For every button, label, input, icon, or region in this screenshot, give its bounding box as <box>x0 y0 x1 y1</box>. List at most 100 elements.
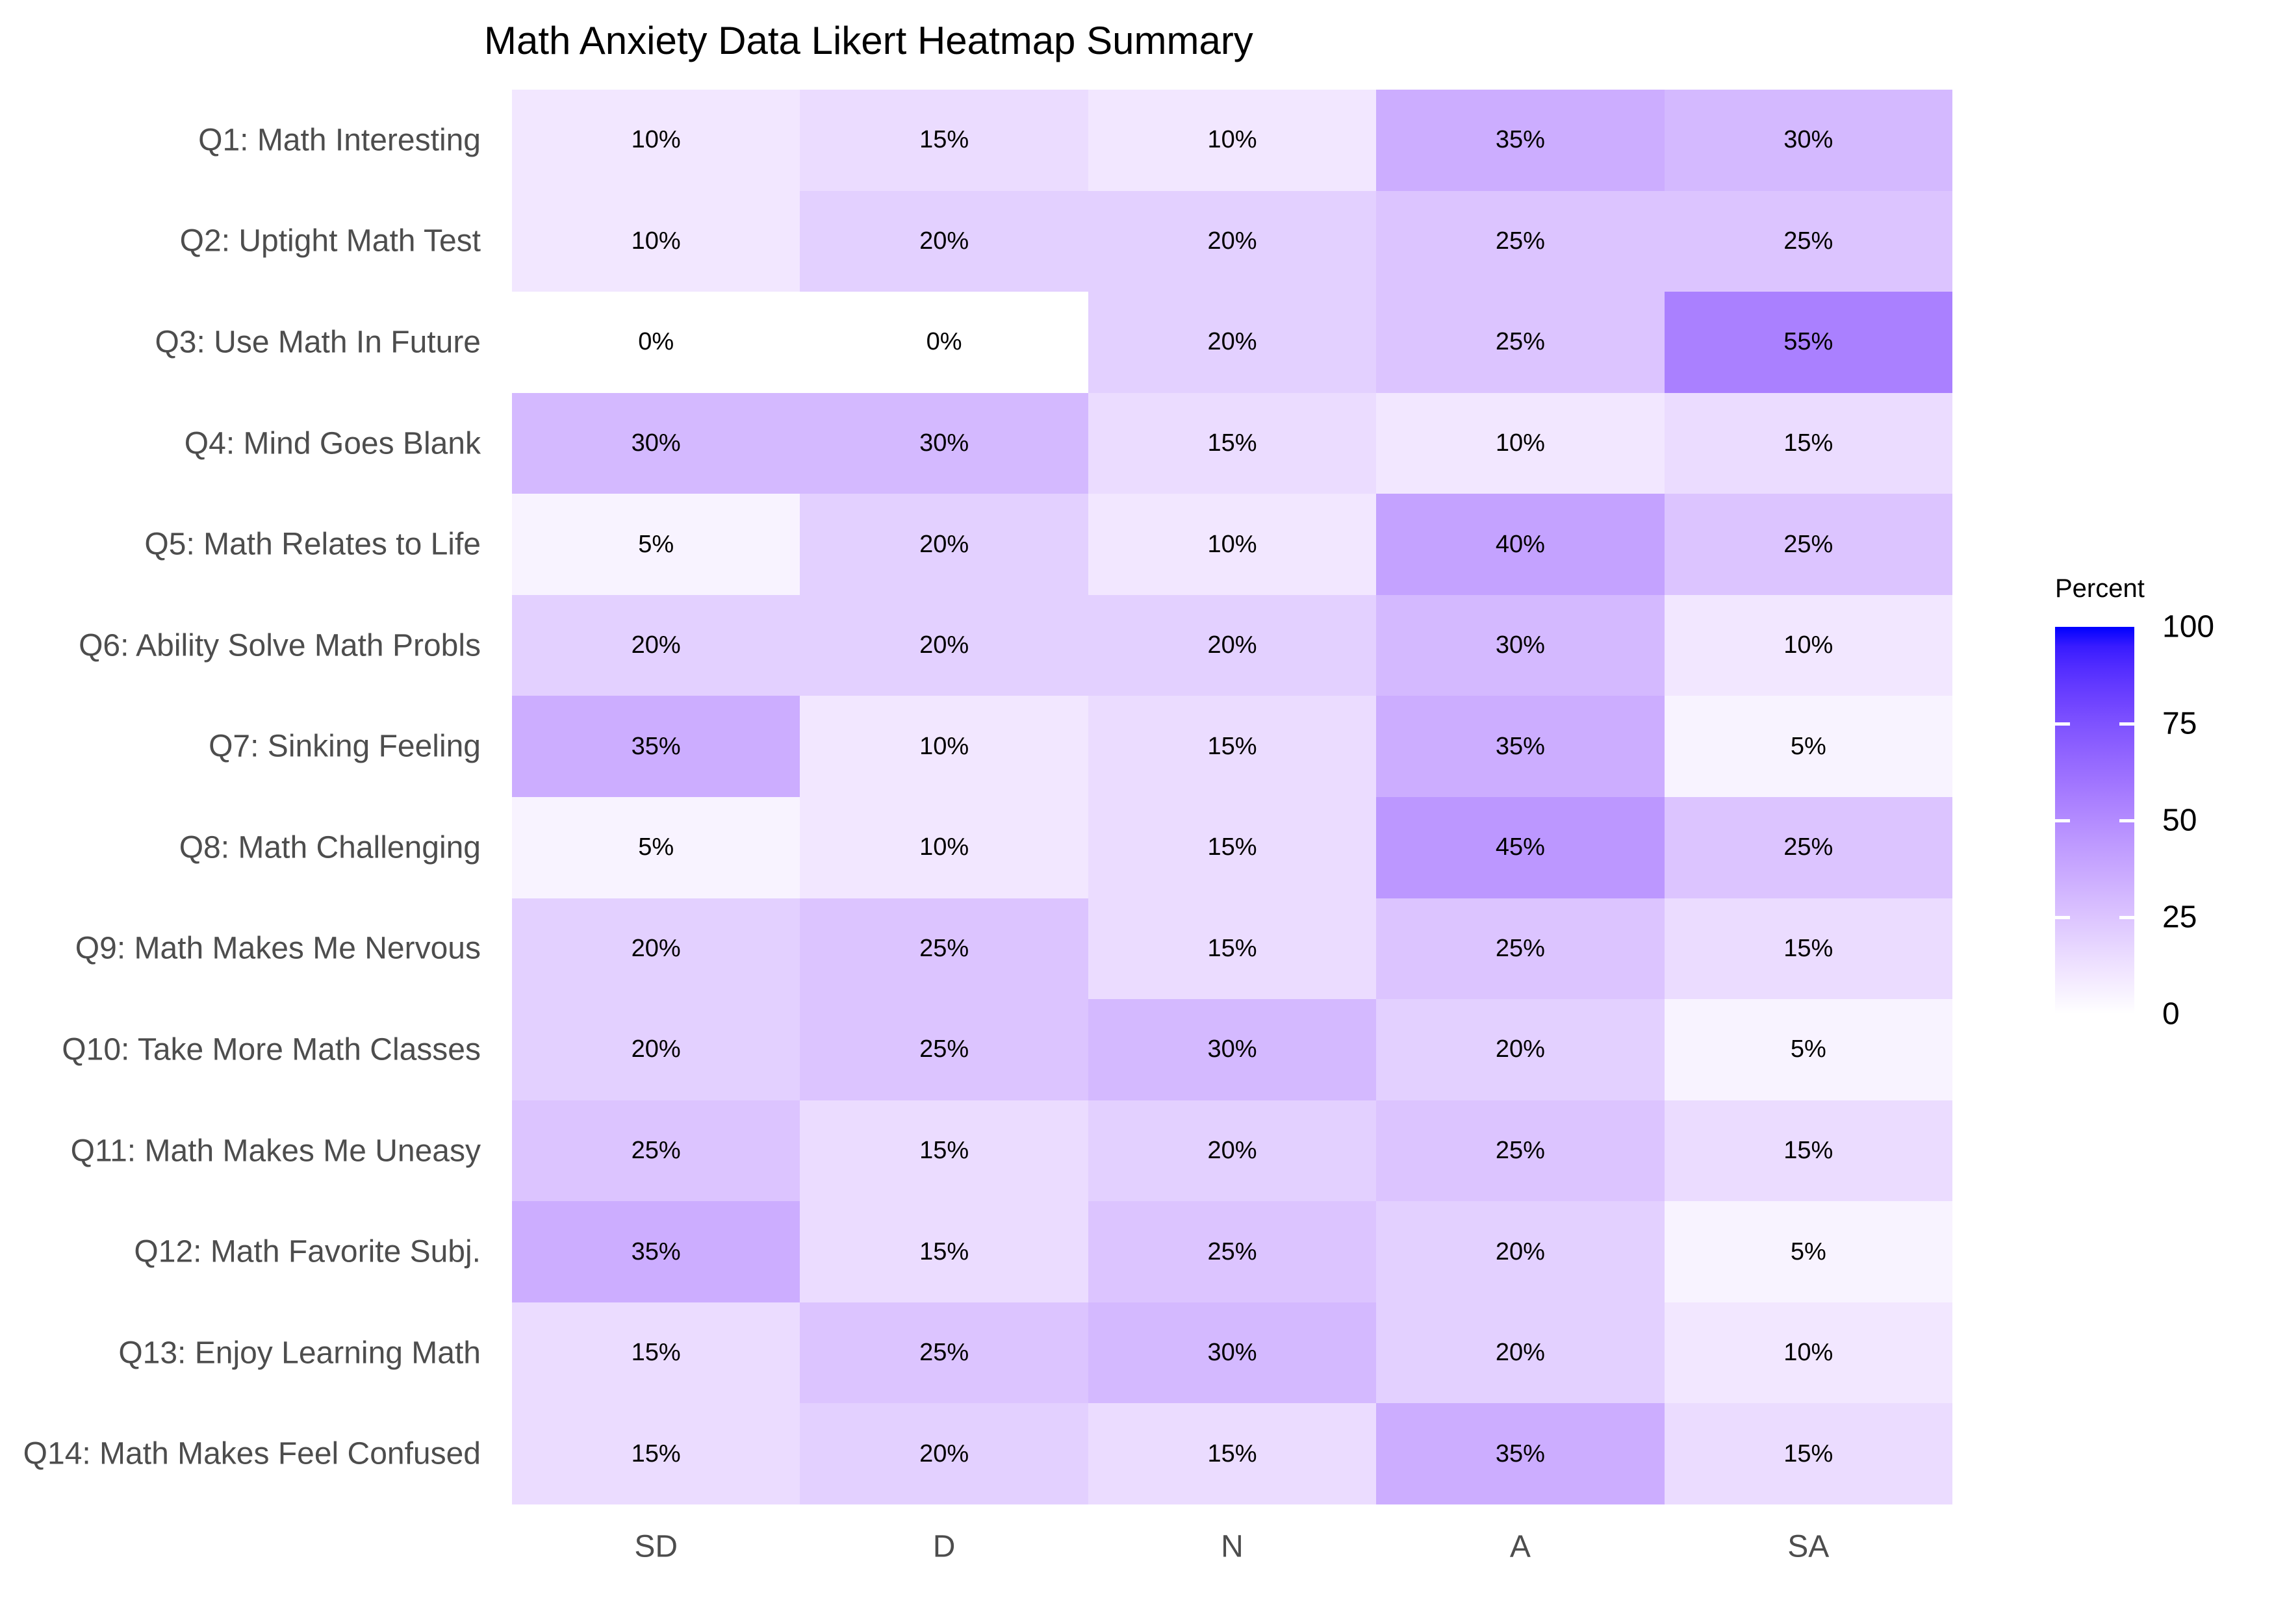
legend-tick-label: 50 <box>2162 803 2197 838</box>
heatmap-cell: 0% <box>512 292 800 393</box>
heatmap-cell: 20% <box>800 594 1088 696</box>
cell-value-label: 35% <box>1495 1440 1545 1467</box>
legend-tick-label: 0 <box>2162 996 2180 1032</box>
cell-value-label: 35% <box>631 732 681 760</box>
y-axis-label: Q4: Mind Goes Blank <box>184 426 481 461</box>
heatmap-cell: 15% <box>1088 1403 1377 1504</box>
cell-value-label: 20% <box>1207 1136 1257 1164</box>
heatmap-cell: 35% <box>1376 1403 1665 1504</box>
legend-tick-mark <box>2055 915 2070 919</box>
heatmap-cell: 10% <box>800 696 1088 797</box>
heatmap-cell: 20% <box>800 190 1088 292</box>
heatmap-cell: 5% <box>512 494 800 595</box>
cell-value-label: 15% <box>1207 732 1257 760</box>
heatmap-cell: 10% <box>800 796 1088 898</box>
legend-tick-mark <box>2119 722 2134 726</box>
cell-value-label: 5% <box>638 530 674 558</box>
x-axis-label: A <box>1509 1529 1531 1564</box>
cell-value-label: 35% <box>1495 732 1545 760</box>
heatmap-cell: 15% <box>800 90 1088 191</box>
legend-title: Percent <box>2055 574 2145 603</box>
legend-tick-label: 100 <box>2162 609 2215 644</box>
heatmap-grid: 10% 15% 10% 35% 30% 10% 20% 20% 25% 25% 0% 0% 20% 25%… <box>512 90 1952 1504</box>
y-axis-label: Q1: Math Interesting <box>198 123 481 158</box>
legend-tick-mark <box>2055 722 2070 726</box>
cell-value-label: 10% <box>1207 126 1257 154</box>
heatmap-cell: 10% <box>1088 494 1377 595</box>
cell-value-label: 35% <box>1495 126 1545 154</box>
heatmap-cell: 15% <box>1088 392 1377 494</box>
heatmap-cell: 25% <box>1376 292 1665 393</box>
cell-value-label: 10% <box>1783 1339 1833 1367</box>
heatmap-cell: 20% <box>1088 594 1377 696</box>
cell-value-label: 20% <box>631 631 681 659</box>
heatmap-cell: 15% <box>800 1100 1088 1202</box>
cell-value-label: 30% <box>1783 126 1833 154</box>
y-axis-label: Q3: Use Math In Future <box>155 325 481 360</box>
cell-value-label: 5% <box>638 833 674 861</box>
x-axis-label: SD <box>634 1529 678 1564</box>
y-axis-label: Q12: Math Favorite Subj. <box>134 1234 481 1269</box>
legend-tick-mark <box>2119 915 2134 919</box>
heatmap-cell: 30% <box>1088 1302 1377 1404</box>
heatmap-cell: 25% <box>1088 1201 1377 1302</box>
cell-value-label: 25% <box>631 1136 681 1164</box>
cell-value-label: 20% <box>1495 1035 1545 1063</box>
cell-value-label: 15% <box>1783 1136 1833 1164</box>
heatmap-cell: 25% <box>512 1100 800 1202</box>
legend-tick-mark <box>2055 818 2070 822</box>
heatmap-cell: 20% <box>1088 292 1377 393</box>
cell-value-label: 35% <box>631 1237 681 1265</box>
heatmap-cell: 30% <box>1376 594 1665 696</box>
cell-value-label: 15% <box>1207 429 1257 457</box>
cell-value-label: 10% <box>1783 631 1833 659</box>
cell-value-label: 20% <box>919 530 969 558</box>
cell-value-label: 10% <box>919 732 969 760</box>
heatmap-cell: 35% <box>512 1201 800 1302</box>
heatmap-cell: 15% <box>1664 392 1952 494</box>
cell-value-label: 25% <box>1495 1136 1545 1164</box>
x-axis-label: N <box>1221 1529 1244 1564</box>
heatmap-cell: 10% <box>1664 594 1952 696</box>
cell-value-label: 25% <box>1783 833 1833 861</box>
cell-value-label: 0% <box>638 328 674 356</box>
heatmap-cell: 25% <box>1664 494 1952 595</box>
heatmap-cell: 25% <box>1376 190 1665 292</box>
cell-value-label: 25% <box>1207 1237 1257 1265</box>
heatmap-cell: 15% <box>800 1201 1088 1302</box>
y-axis-label: Q14: Math Makes Feel Confused <box>23 1436 481 1471</box>
heatmap-cell: 20% <box>1376 1201 1665 1302</box>
cell-value-label: 25% <box>1783 227 1833 255</box>
cell-value-label: 15% <box>1783 1440 1833 1467</box>
heatmap-cell: 25% <box>1376 898 1665 1000</box>
cell-value-label: 25% <box>1783 530 1833 558</box>
heatmap-cell: 15% <box>1664 1100 1952 1202</box>
y-axis-label: Q9: Math Makes Me Nervous <box>75 931 481 966</box>
heatmap-cell: 30% <box>1664 90 1952 191</box>
heatmap-cell: 20% <box>1376 1302 1665 1404</box>
cell-value-label: 15% <box>1783 934 1833 962</box>
cell-value-label: 20% <box>919 227 969 255</box>
cell-value-label: 10% <box>919 833 969 861</box>
cell-value-label: 30% <box>1207 1339 1257 1367</box>
heatmap-cell: 15% <box>1088 796 1377 898</box>
heatmap-cell: 20% <box>1088 1100 1377 1202</box>
heatmap-cell: 10% <box>1664 1302 1952 1404</box>
y-axis-label: Q5: Math Relates to Life <box>144 527 481 562</box>
x-axis-label: SA <box>1787 1529 1830 1564</box>
heatmap-cell: 15% <box>1088 696 1377 797</box>
legend-tick-label: 25 <box>2162 900 2197 935</box>
cell-value-label: 20% <box>1495 1339 1545 1367</box>
cell-value-label: 15% <box>1783 429 1833 457</box>
y-axis-label: Q7: Sinking Feeling <box>209 729 481 764</box>
cell-value-label: 40% <box>1495 530 1545 558</box>
cell-value-label: 25% <box>1495 934 1545 962</box>
heatmap-cell: 15% <box>512 1403 800 1504</box>
cell-value-label: 10% <box>1495 429 1545 457</box>
heatmap-cell: 25% <box>800 1302 1088 1404</box>
cell-value-label: 15% <box>919 126 969 154</box>
cell-value-label: 15% <box>1207 934 1257 962</box>
cell-value-label: 20% <box>631 934 681 962</box>
heatmap-cell: 25% <box>800 999 1088 1100</box>
